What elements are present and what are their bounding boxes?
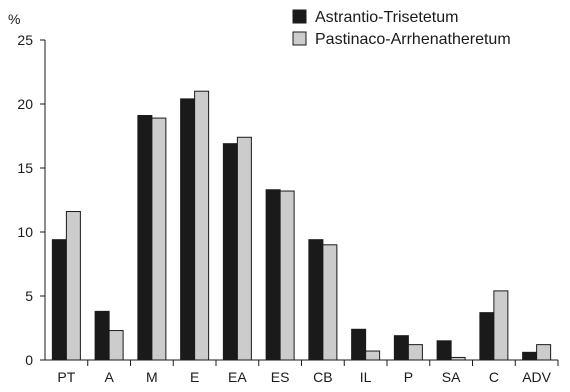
legend-swatch — [292, 9, 307, 24]
y-tick-label: 10 — [17, 224, 33, 240]
bar-E-series2 — [194, 90, 210, 361]
bar-PT-series1 — [51, 239, 67, 361]
bar-CB-series2 — [322, 244, 338, 361]
x-tick-label: C — [489, 369, 499, 385]
bar-SA-series2 — [450, 356, 466, 361]
bar-M-series2 — [151, 117, 167, 361]
bar-M-series1 — [137, 115, 153, 361]
y-axis: 0 5 10 15 20 25 — [17, 32, 46, 368]
legend: Astrantio-Trisetetum Pastinaco-Arrhenathe… — [292, 9, 511, 48]
y-tick-label: 25 — [17, 32, 33, 48]
bar-PT-series2 — [65, 211, 81, 361]
x-tick-label: CB — [313, 369, 332, 385]
bar-C-series2 — [493, 290, 509, 361]
y-axis-unit-label: % — [8, 11, 20, 27]
x-tick-label: M — [146, 369, 158, 385]
x-tick-label: IL — [360, 369, 372, 385]
x-tick-label: ADV — [522, 369, 551, 385]
x-axis: PT A M E EA ES CB IL P SA C ADV — [45, 359, 559, 385]
bar-A-series1 — [94, 310, 110, 361]
bar-E-series1 — [180, 98, 196, 361]
legend-label: Pastinaco-Arrhenatheretum — [315, 31, 511, 48]
x-tick-label: SA — [442, 369, 461, 385]
bar-ES-series2 — [279, 190, 295, 361]
x-tick-label: P — [404, 369, 413, 385]
x-tick-label: PT — [57, 369, 75, 385]
x-tick-label: EA — [228, 369, 247, 385]
y-tick-label: 15 — [17, 160, 33, 176]
y-tick-label: 0 — [25, 352, 33, 368]
bar-EA-series2 — [236, 136, 252, 361]
bar-IL-series2 — [365, 350, 381, 361]
bar-IL-series1 — [351, 328, 367, 361]
x-tick-label: E — [190, 369, 199, 385]
legend-label: Astrantio-Trisetetum — [315, 9, 458, 26]
y-tick-label: 5 — [25, 288, 33, 304]
bar-EA-series1 — [222, 143, 238, 361]
y-tick-label: 20 — [17, 96, 33, 112]
bar-ES-series1 — [265, 189, 281, 361]
bars — [51, 90, 552, 361]
bar-ADV-series2 — [536, 344, 552, 361]
bar-P-series1 — [393, 335, 409, 361]
bar-CB-series1 — [308, 239, 324, 361]
bar-ADV-series1 — [522, 351, 538, 361]
bar-C-series1 — [479, 312, 495, 361]
bar-P-series2 — [407, 344, 423, 361]
bar-SA-series1 — [436, 340, 452, 361]
legend-swatch — [292, 31, 307, 46]
x-tick-label: ES — [271, 369, 290, 385]
bar-A-series2 — [108, 330, 124, 361]
x-tick-label: A — [104, 369, 114, 385]
